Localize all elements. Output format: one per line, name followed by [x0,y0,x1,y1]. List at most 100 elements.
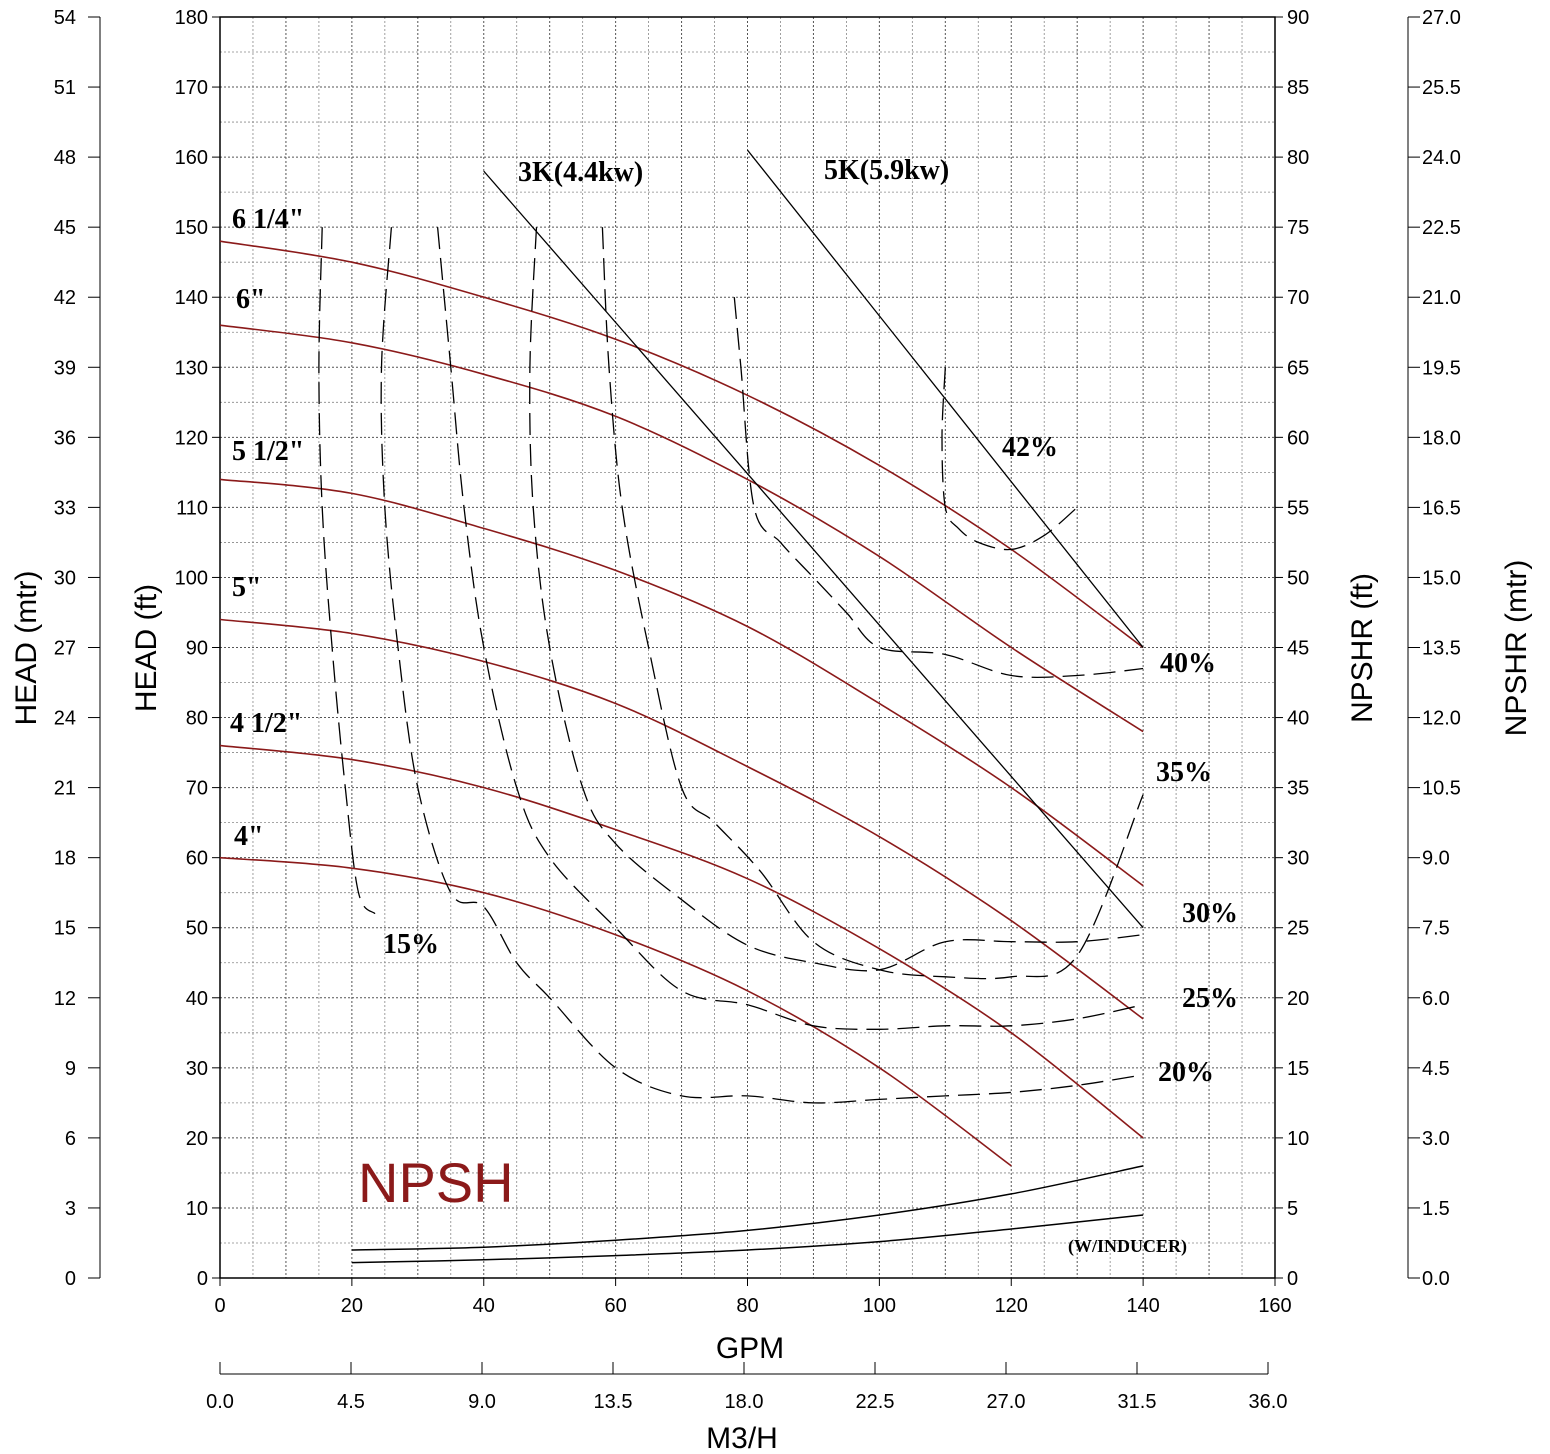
x-gpm-tick-label: 0 [214,1295,225,1317]
y-mtr-tick-label: 36 [54,427,76,449]
y-npshr-mtr-tick-label: 27.0 [1422,7,1461,29]
x-m3h-tick-label: 36.0 [1249,1391,1288,1413]
y-mtr-tick-label: 3 [65,1198,76,1220]
y-ft-tick-label: 10 [186,1198,208,1220]
x-gpm-tick-label: 20 [341,1295,363,1317]
y-mtr-tick-label: 12 [54,988,76,1010]
y-ft-tick-label: 60 [186,848,208,870]
axes: 0102030405060708090100110120130140150160… [10,7,1533,1454]
y-npshr-ft-tick-label: 30 [1287,848,1309,870]
y-axis-title-npshr-ft: NPSHR (ft) [1346,573,1379,723]
x-m3h-tick-label: 27.0 [987,1391,1026,1413]
impeller-size-label: 6 1/4" [232,204,304,235]
y-ft-tick-label: 180 [175,7,208,29]
efficiency-curve-series [733,297,1144,678]
y-mtr-tick-label: 39 [54,357,76,379]
x-m3h-tick-label: 0.0 [206,1391,234,1413]
x-m3h-tick-label: 9.0 [468,1391,496,1413]
y-npshr-ft-tick-label: 75 [1287,217,1309,239]
y-npshr-mtr-tick-label: 1.5 [1422,1198,1450,1220]
y-mtr-tick-label: 18 [54,848,76,870]
y-mtr-tick-label: 9 [65,1058,76,1080]
x-gpm-tick-label: 80 [736,1295,758,1317]
y-npshr-mtr-tick-label: 22.5 [1422,217,1461,239]
y-npshr-mtr-tick-label: 4.5 [1422,1058,1450,1080]
impeller-size-label: 6" [236,284,266,315]
x-gpm-tick-label: 100 [863,1295,896,1317]
x-gpm-tick-label: 140 [1126,1295,1159,1317]
power-lines [483,149,1144,929]
y-mtr-tick-label: 6 [65,1128,76,1150]
y-npshr-mtr-tick-label: 3.0 [1422,1128,1450,1150]
y-mtr-tick-label: 0 [65,1268,76,1290]
y-npshr-mtr-tick-label: 10.5 [1422,778,1461,800]
npsh-annotation: NPSH [358,1151,514,1214]
y-npshr-ft-tick-label: 25 [1287,918,1309,940]
y-ft-tick-label: 20 [186,1128,208,1150]
npshr-curves [351,1165,1144,1264]
y-ft-tick-label: 90 [186,638,208,660]
y-mtr-tick-label: 24 [54,708,76,730]
y-npshr-ft-tick-label: 35 [1287,778,1309,800]
y-npshr-mtr-tick-label: 7.5 [1422,918,1450,940]
y-mtr-tick-label: 27 [54,638,76,660]
y-npshr-mtr-tick-label: 0.0 [1422,1268,1450,1290]
efficiency-curve-series [941,367,1078,551]
y-npshr-ft-tick-label: 70 [1287,287,1309,309]
x-m3h-tick-label: 4.5 [337,1391,365,1413]
y-npshr-ft-tick-label: 40 [1287,708,1309,730]
y-ft-tick-label: 80 [186,708,208,730]
npshr-curve-series [351,1214,1144,1264]
y-npshr-ft-tick-label: 50 [1287,567,1309,589]
y-mtr-tick-label: 54 [54,7,76,29]
y-ft-tick-label: 70 [186,778,208,800]
efficiency-label: 40% [1160,648,1216,679]
y-npshr-mtr-tick-label: 16.5 [1422,497,1461,519]
efficiency-curve-series [601,227,1144,980]
y-npshr-ft-tick-label: 5 [1287,1198,1298,1220]
y-mtr-tick-label: 21 [54,778,76,800]
y-npshr-ft-tick-label: 90 [1287,7,1309,29]
efficiency-curves [318,227,1144,1104]
y-ft-tick-label: 130 [175,357,208,379]
impeller-size-label: 5 1/2" [232,436,304,467]
impeller-head-curves [219,240,1144,1167]
x-gpm-tick-label: 160 [1258,1295,1291,1317]
head-curve-series [219,744,1144,1139]
efficiency-label: 35% [1156,757,1212,788]
curve-labels: 6 1/4" 6" 5 1/2" 5" 4 1/2" 4" 3K(4.4kw) 5K(5.9k… [230,155,1238,1257]
y-npshr-mtr-tick-label: 9.0 [1422,848,1450,870]
y-ft-tick-label: 100 [175,567,208,589]
head-curve-series [219,478,1144,887]
y-npshr-mtr-tick-label: 12.0 [1422,708,1461,730]
efficiency-label: 15% [383,929,439,960]
y-axis-title-head-mtr: HEAD (mtr) [10,571,43,726]
efficiency-label: 20% [1158,1057,1214,1088]
efficiency-label: 30% [1182,898,1238,929]
efficiency-label: 25% [1182,983,1238,1014]
x-axis-title-m3h: M3/H [706,1422,778,1454]
y-ft-tick-label: 140 [175,287,208,309]
y-ft-tick-label: 50 [186,918,208,940]
y-npshr-ft-tick-label: 20 [1287,988,1309,1010]
y-npshr-mtr-tick-label: 6.0 [1422,988,1450,1010]
efficiency-label: 42% [1002,432,1058,463]
x-axis-title-gpm: GPM [716,1332,784,1365]
power-line-series [746,149,1144,648]
efficiency-curve-series [318,227,376,915]
y-ft-tick-label: 0 [197,1268,208,1290]
y-axis-title-head-ft: HEAD (ft) [130,584,163,712]
power-line-series [483,170,1144,929]
y-mtr-tick-label: 48 [54,147,76,169]
y-mtr-tick-label: 30 [54,567,76,589]
efficiency-curve-series [380,227,1144,1104]
y-npshr-mtr-tick-label: 13.5 [1422,638,1461,660]
y-npshr-mtr-tick-label: 19.5 [1422,357,1461,379]
y-mtr-tick-label: 15 [54,918,76,940]
x-gpm-tick-label: 60 [605,1295,627,1317]
efficiency-curve-series [436,227,1144,1030]
y-npshr-ft-tick-label: 10 [1287,1128,1309,1150]
y-npshr-mtr-tick-label: 18.0 [1422,427,1461,449]
y-npshr-ft-tick-label: 80 [1287,147,1309,169]
